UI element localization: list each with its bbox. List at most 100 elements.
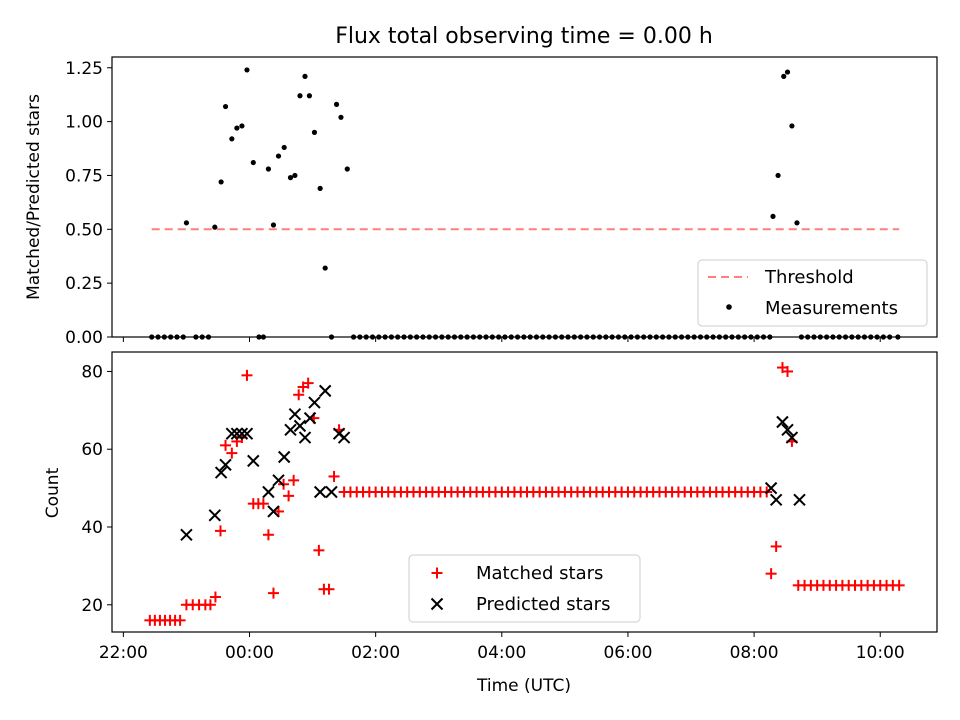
matched-star-point — [313, 544, 325, 556]
top-legend-box — [697, 259, 928, 327]
predicted-star-point-b — [325, 485, 338, 499]
predicted-star-point-b — [308, 396, 321, 409]
bottom-y-tick-label: 80 — [81, 362, 103, 382]
matched-star-point — [328, 470, 340, 482]
matched-star-point — [226, 447, 238, 459]
legend-measurements-swatch — [726, 304, 732, 310]
matched-star-point — [220, 439, 232, 451]
matched-star-point — [323, 583, 335, 595]
measurement-point — [270, 222, 277, 228]
predicted-star-point — [277, 450, 291, 464]
matched-star-point — [770, 540, 782, 552]
measurement-point — [292, 172, 298, 179]
top-y-tick-label: 0.00 — [65, 328, 103, 348]
predicted-star-point — [219, 458, 232, 471]
measurement-point — [275, 153, 282, 159]
measurement-point — [250, 159, 256, 166]
measurement-point — [222, 103, 229, 110]
measurement-point — [281, 144, 287, 151]
measurement-point — [239, 123, 245, 129]
predicted-star-point — [793, 493, 806, 506]
top-chart-title: Flux total observing time = 0.00 h — [335, 24, 713, 49]
predicted-star-point — [781, 423, 794, 436]
predicted-star-point-b — [293, 419, 307, 433]
predicted-star-point — [769, 493, 783, 506]
bottom-x-axis-label: Time (UTC) — [476, 676, 571, 696]
matched-star-point — [288, 474, 300, 486]
predicted-star-point — [267, 505, 280, 518]
predicted-star-point-b — [219, 458, 232, 471]
predicted-star-point — [180, 528, 193, 541]
matched-star-point — [283, 490, 295, 502]
matched-star-point — [209, 591, 221, 603]
matched-star-point — [302, 377, 314, 389]
top-plot-frame — [111, 56, 938, 338]
top-y-tick-label: 0.25 — [65, 274, 103, 294]
measurement-point — [287, 175, 294, 181]
measurement-point — [302, 73, 308, 79]
bottom-y-tick-label: 40 — [81, 518, 103, 538]
legend-matched-swatch — [431, 567, 443, 579]
matched-star-point — [893, 579, 905, 591]
predicted-star-point — [776, 415, 789, 429]
predicted-star-point — [313, 485, 327, 499]
bottom-x-tick-label: 02:00 — [351, 643, 400, 663]
predicted-star-point-b — [277, 450, 291, 464]
predicted-star-point-b — [303, 411, 317, 425]
measurement-point — [306, 93, 313, 99]
predicted-star-point-b — [781, 423, 794, 436]
predicted-star-point-b — [230, 427, 244, 440]
predicted-star-point-b — [240, 427, 254, 440]
predicted-star-point — [247, 454, 260, 468]
predicted-star-point-b — [284, 423, 297, 436]
predicted-star-point-b — [764, 481, 778, 495]
predicted-star-point — [303, 411, 317, 425]
predicted-star-point — [764, 481, 778, 495]
predicted-star-point — [240, 427, 254, 440]
measurement-point — [770, 213, 776, 219]
predicted-star-point-b — [272, 474, 285, 487]
top-y-tick-label: 1.00 — [65, 113, 103, 133]
predicted-star-point-b — [247, 454, 260, 468]
matched-star-point — [293, 389, 305, 401]
measurement-point — [784, 69, 791, 75]
predicted-star-point — [318, 384, 332, 398]
measurement-point — [317, 185, 323, 191]
matched-star-point — [174, 614, 186, 626]
measurement-point — [218, 179, 224, 185]
top-y-axis-label: Matched/Predicted stars — [24, 94, 44, 300]
matched-star-point — [782, 365, 794, 377]
top-panel: Flux total observing time = 0.00 h Match… — [24, 24, 938, 348]
top-y-tick-label: 0.75 — [65, 166, 103, 186]
measurement-point — [244, 67, 250, 73]
matched-star-point — [262, 529, 274, 541]
predicted-star-point-b — [769, 493, 783, 506]
matched-star-point — [267, 587, 279, 599]
measurement-point — [297, 93, 303, 99]
predicted-star-point-b — [208, 509, 222, 522]
predicted-star-point — [262, 485, 275, 499]
predicted-star-point — [272, 474, 285, 487]
bottom-x-tick-label: 10:00 — [856, 643, 905, 663]
legend-predicted-label: Predicted stars — [476, 594, 610, 615]
matched-star-point — [241, 369, 253, 381]
top-x-ticks — [122, 337, 881, 342]
measurement-point — [229, 136, 235, 142]
bottom-y-tick-label: 60 — [81, 440, 103, 460]
predicted-star-point-b — [180, 528, 193, 541]
predicted-star-point-b — [785, 431, 799, 444]
bottom-x-tick-label: 22:00 — [99, 643, 148, 663]
matched-star-point — [257, 498, 269, 510]
bottom-panel: Count Time (UTC) 20 40 60 80 22:00 00:00 02:0… — [43, 351, 938, 696]
measurement-point — [265, 166, 272, 172]
predicted-star-point — [208, 509, 222, 522]
predicted-star-point — [325, 485, 338, 499]
predicted-star-point — [214, 466, 228, 479]
legend-predicted-marker — [430, 597, 444, 611]
measurement-point — [311, 129, 318, 135]
bottom-x-tick-label: 06:00 — [603, 643, 652, 663]
bottom-y-tick-label: 20 — [81, 596, 103, 616]
measurement-point — [234, 125, 240, 131]
predicted-star-point — [308, 396, 321, 409]
legend-measurements-label: Measurements — [765, 298, 898, 319]
